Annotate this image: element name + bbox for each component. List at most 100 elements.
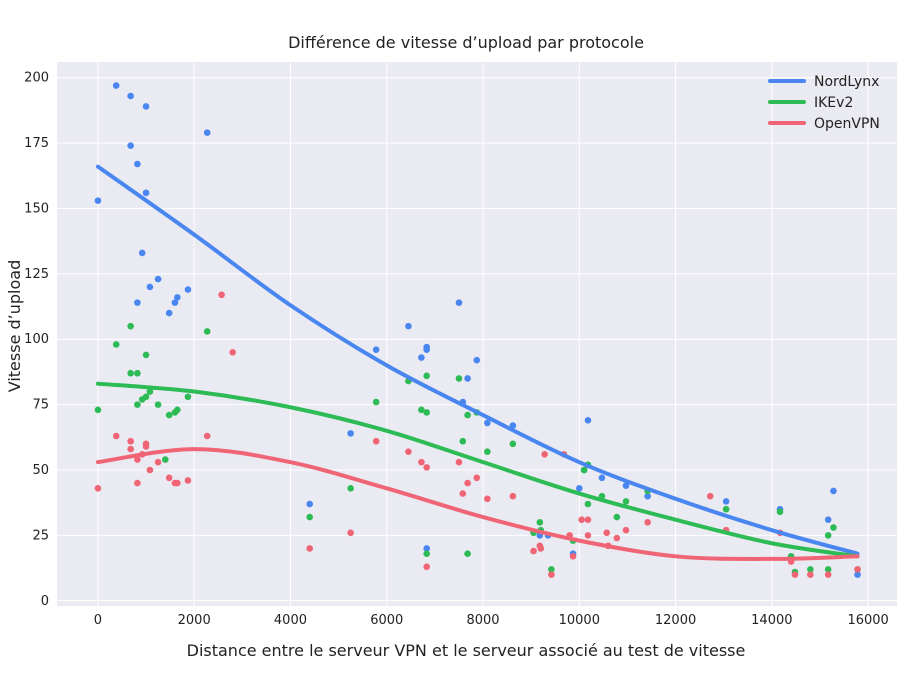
grid [57, 62, 897, 606]
point-openvpn [706, 492, 714, 500]
x-tick-label: 14000 [751, 613, 792, 628]
point-ikev2 [134, 369, 141, 377]
point-ikev2 [127, 322, 134, 330]
point-ikev2 [464, 411, 471, 419]
point-openvpn [174, 479, 181, 487]
point-openvpn [824, 571, 832, 578]
x-tick-label: 8000 [466, 613, 499, 628]
point-nordlynx [598, 474, 606, 482]
point-nordlynx [423, 545, 430, 552]
x-tick-label: 6000 [370, 613, 403, 628]
point-nordlynx [622, 482, 630, 489]
point-ikev2 [146, 388, 154, 395]
y-tick-label: 125 [24, 267, 49, 282]
point-openvpn [509, 492, 517, 500]
x-axis-label: Distance entre le serveur VPN et le serv… [187, 641, 746, 660]
point-openvpn [455, 458, 463, 466]
point-nordlynx [830, 487, 837, 495]
legend-label-ikev2: IKEv2 [814, 95, 853, 111]
point-ikev2 [423, 409, 430, 416]
point-openvpn [127, 437, 134, 445]
point-ikev2 [807, 566, 814, 573]
point-nordlynx [184, 286, 192, 293]
point-nordlynx [575, 485, 583, 492]
y-axis-ticks: 0 25 50 75 100 125 150 175 200 [24, 71, 49, 609]
point-openvpn [218, 291, 225, 299]
x-tick-label: 16000 [847, 613, 888, 628]
point-openvpn [622, 526, 630, 534]
point-nordlynx [306, 500, 314, 508]
point-nordlynx [142, 103, 150, 110]
point-openvpn [306, 545, 314, 552]
point-openvpn [154, 458, 162, 466]
point-openvpn [584, 516, 592, 523]
point-openvpn [405, 448, 412, 455]
point-openvpn [372, 437, 380, 445]
point-ikev2 [722, 505, 730, 513]
point-ikev2 [824, 566, 832, 573]
point-openvpn [603, 529, 611, 537]
point-openvpn [418, 458, 425, 466]
point-ikev2 [613, 513, 621, 521]
point-nordlynx [473, 356, 481, 364]
point-openvpn [464, 479, 471, 487]
point-openvpn [134, 479, 141, 487]
point-openvpn [484, 495, 491, 503]
plot-area [57, 62, 897, 606]
point-ikev2 [824, 532, 832, 539]
legend: NordLynx IKEv2 OpenVPN [768, 74, 880, 132]
point-ikev2 [830, 524, 837, 531]
x-tick-label: 2000 [178, 613, 211, 628]
point-ikev2 [423, 550, 430, 557]
point-ikev2 [142, 393, 150, 401]
point-openvpn [548, 571, 555, 578]
point-openvpn [134, 456, 141, 463]
point-nordlynx [423, 346, 430, 353]
point-openvpn [146, 466, 154, 474]
point-openvpn [347, 529, 354, 537]
point-openvpn [644, 519, 651, 526]
point-nordlynx [372, 346, 380, 353]
point-openvpn [229, 349, 237, 356]
x-tick-label: 0 [94, 613, 102, 628]
y-tick-label: 200 [24, 71, 49, 86]
point-ikev2 [94, 406, 102, 414]
point-nordlynx [203, 129, 211, 136]
scatter-points [94, 82, 861, 578]
point-nordlynx [418, 354, 425, 361]
point-nordlynx [154, 275, 162, 283]
point-nordlynx [174, 294, 181, 301]
point-openvpn [203, 432, 211, 440]
y-tick-label: 25 [32, 528, 49, 543]
point-ikev2 [162, 456, 169, 463]
point-nordlynx [165, 309, 173, 317]
y-axis-label: Vitesse d’upload [5, 260, 24, 393]
point-ikev2 [776, 508, 784, 516]
point-nordlynx [484, 419, 491, 427]
x-tick-label: 4000 [274, 613, 307, 628]
point-ikev2 [347, 485, 354, 492]
point-openvpn [854, 566, 861, 573]
point-nordlynx [455, 299, 463, 306]
point-nordlynx [824, 516, 832, 523]
point-ikev2 [536, 519, 544, 526]
trend-lines [95, 164, 860, 561]
point-ikev2 [372, 398, 380, 406]
point-nordlynx [134, 160, 141, 168]
point-openvpn [184, 477, 192, 484]
point-ikev2 [306, 513, 314, 521]
point-ikev2 [548, 566, 555, 573]
point-openvpn [613, 534, 621, 542]
point-nordlynx [584, 417, 592, 424]
point-nordlynx [138, 249, 146, 257]
y-tick-label: 150 [24, 201, 49, 216]
point-ikev2 [184, 393, 192, 401]
point-openvpn [473, 474, 481, 482]
point-ikev2 [455, 375, 463, 382]
point-openvpn [569, 553, 577, 560]
y-tick-label: 50 [32, 463, 49, 478]
point-nordlynx [127, 92, 134, 100]
x-tick-label: 10000 [559, 613, 600, 628]
point-openvpn [112, 432, 120, 440]
point-openvpn [807, 571, 814, 578]
